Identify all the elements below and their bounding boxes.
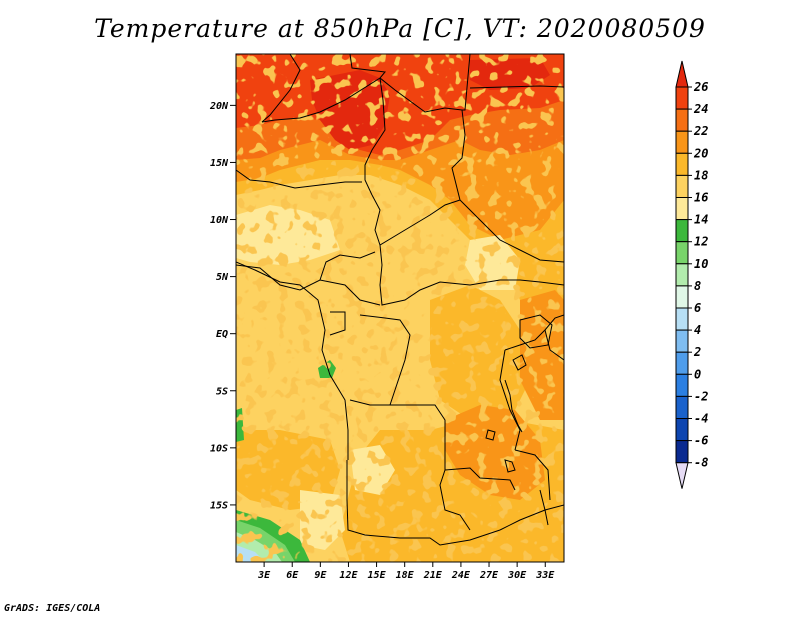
border-line <box>514 449 551 501</box>
lon-tick-label: 6E <box>286 570 299 581</box>
lon-tick-label: 18E <box>396 570 415 581</box>
lat-tick-label: 15S <box>210 500 228 511</box>
lat-tick-label: 10S <box>210 443 228 454</box>
border-line <box>236 264 381 306</box>
lon-tick-label: 15E <box>368 570 387 581</box>
colorbar-bottom-triangle <box>675 462 689 489</box>
map-frame <box>235 53 565 563</box>
border-line <box>439 469 471 531</box>
lake-malawi <box>539 489 549 526</box>
lake-tanganyika <box>504 379 523 433</box>
colorbar-level-label: 16 <box>694 191 708 205</box>
border-line <box>261 54 301 123</box>
border-line <box>499 349 521 451</box>
colorbar-swatch <box>675 263 689 287</box>
grads-credit: GrADS: IGES/COLA <box>4 603 101 614</box>
longitude-axis: 3E 6E 9E 12E 15E 18E 21E 24E 27E 30E 33E <box>257 562 555 581</box>
colorbar-swatch <box>675 418 689 442</box>
colorbar-level-label: 14 <box>694 213 708 227</box>
colorbar-level-label: 26 <box>693 80 708 94</box>
border-line <box>469 85 564 89</box>
colorbar-swatch <box>675 174 689 198</box>
lon-tick-label: 27E <box>479 570 499 581</box>
border-line <box>379 54 471 113</box>
border-line <box>371 194 461 246</box>
lat-tick-label: 10N <box>210 215 229 226</box>
colorbar-level-label: -8 <box>694 456 708 470</box>
border-line <box>261 54 386 123</box>
border-line <box>444 467 516 491</box>
lake-albert <box>512 354 527 371</box>
colorbar-level-label: 4 <box>694 323 701 337</box>
colorbar-swatch <box>675 440 689 464</box>
colorbar-swatch <box>675 351 689 375</box>
lon-tick-label: 21E <box>423 570 443 581</box>
border-line <box>236 169 362 189</box>
lat-tick-label: 20N <box>209 101 229 112</box>
border-line <box>459 199 564 263</box>
colorbar-swatch <box>675 219 689 243</box>
border-line <box>359 314 446 470</box>
lon-tick-label: 24E <box>451 570 471 581</box>
border-line <box>346 460 501 546</box>
colorbar-level-label: 8 <box>694 279 701 293</box>
border-line <box>349 399 390 406</box>
border-line <box>379 244 564 306</box>
lat-tick-label: 15N <box>210 158 229 169</box>
lakes <box>485 314 553 526</box>
colorbar-level-label: 6 <box>694 301 701 315</box>
colorbar-swatch <box>675 285 689 309</box>
lon-tick-label: 33E <box>535 570 555 581</box>
colorbar-level-label: 2 <box>693 345 701 359</box>
colorbar-level-label: -4 <box>694 412 708 426</box>
colorbar-level-label: 0 <box>694 367 701 381</box>
colorbar-top-triangle <box>675 60 689 88</box>
coastline <box>236 261 349 460</box>
colorbar-swatch <box>675 86 689 110</box>
colorbar-level-label: 12 <box>694 235 708 249</box>
border-line <box>544 329 564 361</box>
lat-tick-label: EQ <box>216 329 228 340</box>
country-borders <box>236 54 564 546</box>
lon-tick-label: 30E <box>507 570 527 581</box>
colorbar-swatch <box>675 197 689 221</box>
border-line <box>504 314 564 351</box>
border-line <box>451 109 466 201</box>
colorbar-swatch <box>675 108 689 132</box>
border-line <box>364 77 386 196</box>
contour-detail-texture <box>236 54 564 562</box>
latitude-axis: 20N 15N 10N 5N EQ 5S 10S 15S <box>209 101 236 511</box>
map-panel <box>236 54 564 562</box>
colorbar-level-label: 22 <box>693 124 708 138</box>
border-line <box>499 504 564 531</box>
lon-tick-label: 9E <box>314 570 327 581</box>
colorbar-level-label: 24 <box>693 102 708 116</box>
colorbar-level-label: 20 <box>693 146 708 160</box>
colorbar-swatch <box>675 241 689 265</box>
lon-tick-label: 3E <box>257 570 271 581</box>
colorbar-swatch <box>675 373 689 397</box>
lake-kariba <box>504 459 516 473</box>
lat-tick-label: 5S <box>216 386 228 397</box>
lat-tick-label: 5N <box>216 272 229 283</box>
border-line <box>329 311 346 336</box>
border-line <box>319 251 376 281</box>
lake-mweru <box>485 429 496 441</box>
colorbar-swatch <box>675 152 689 176</box>
contour-fill-layer <box>236 54 564 562</box>
colorbar-swatch <box>675 395 689 419</box>
colorbar-level-label: -6 <box>694 434 708 448</box>
map-title: Temperature at 850hPa [C], VT: 202008050… <box>94 14 706 43</box>
colorbar-level-label: -2 <box>694 389 708 403</box>
lake-victoria <box>519 314 553 349</box>
colorbar-swatch <box>675 130 689 154</box>
colorbar-swatch <box>675 307 689 331</box>
colorbar-level-label: 18 <box>694 168 708 182</box>
colorbar-swatch <box>675 329 689 353</box>
colorbar-level-label: 10 <box>694 257 708 271</box>
lon-tick-label: 12E <box>339 570 358 581</box>
